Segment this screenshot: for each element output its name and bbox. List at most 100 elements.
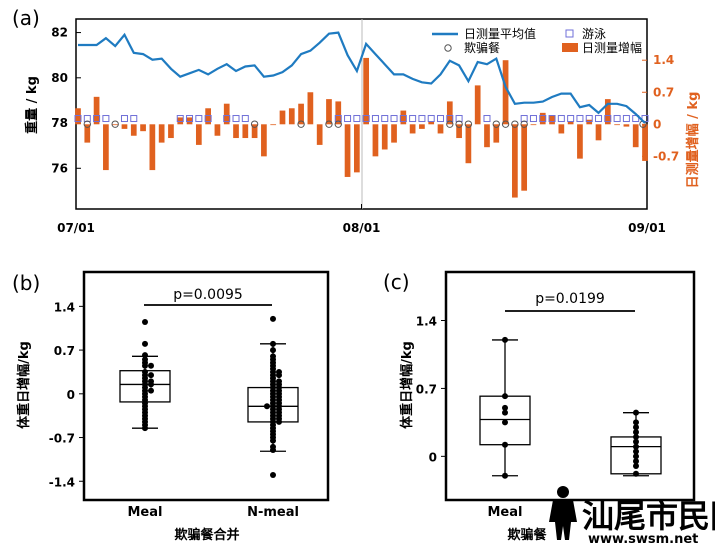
daily-change-bar: [103, 124, 109, 171]
daily-change-bar: [195, 124, 202, 145]
daily-change-bar: [326, 99, 332, 125]
daily-change-bar: [353, 124, 360, 173]
panel-a-y2label: 日测量增幅 / kg: [685, 92, 701, 189]
swim-marker: [418, 115, 426, 123]
panel-ytick-label: 0.7: [54, 344, 75, 358]
panel-c-label: (c): [383, 270, 410, 294]
daily-change-bar: [484, 124, 490, 148]
swim-marker: [130, 115, 138, 123]
data-point: [270, 447, 276, 454]
panel-a-ytick-label: 76: [51, 161, 68, 175]
watermark-brand: 汕尾市民网: [582, 497, 715, 535]
swim-marker: [74, 115, 82, 123]
legend-item-diff: 日测量增幅: [582, 40, 642, 55]
data-point: [633, 463, 639, 470]
swim-marker: [455, 115, 463, 123]
data-point: [633, 429, 639, 436]
daily-change-bar: [558, 124, 565, 134]
swim-marker: [241, 115, 249, 123]
legend-item-swim: 游泳: [582, 27, 606, 41]
daily-change-bar: [567, 122, 574, 125]
data-point: [502, 336, 508, 343]
swim-marker: [437, 115, 445, 123]
daily-change-bar: [400, 110, 407, 125]
daily-change-bar: [177, 117, 184, 125]
swim-marker: [529, 115, 537, 123]
panel-a-y2tick-label: 1.4: [653, 53, 674, 67]
panel-a-ylabel: 重量 / kg: [24, 76, 40, 134]
data-point: [633, 443, 639, 450]
watermark-figure-icon: [549, 486, 577, 540]
daily-change-bar: [391, 124, 397, 143]
panel-ytick-label: 1.4: [416, 315, 437, 329]
panel-c-category-meal: Meal: [488, 505, 523, 520]
swim-marker: [520, 115, 528, 123]
daily-change-bar: [279, 110, 286, 125]
daily-change-bar: [298, 103, 304, 125]
swim-marker: [120, 115, 128, 123]
swim-marker: [427, 115, 435, 123]
daily-change-bar: [456, 124, 462, 139]
data-point: [142, 318, 148, 325]
swim-marker: [186, 115, 194, 123]
swim-marker: [483, 115, 491, 123]
data-point: [633, 458, 639, 465]
swim-marker: [176, 115, 184, 123]
data-point: [142, 425, 148, 432]
daily-change-bar: [502, 60, 509, 125]
swim-marker: [567, 115, 575, 123]
cheat-meal-marker: [501, 120, 510, 128]
legend-item-cheat: 欺骗餐: [464, 40, 500, 55]
daily-change-bar: [93, 96, 100, 125]
panel-c-ylabel: 体重日增幅/kg: [399, 341, 415, 429]
legend-bar-swatch: [562, 43, 578, 52]
data-point: [502, 393, 508, 400]
panel-ytick-label: 0: [67, 388, 75, 402]
data-point: [633, 448, 639, 455]
data-point: [270, 347, 276, 354]
daily-change-bar: [84, 124, 91, 143]
swim-marker: [409, 115, 417, 123]
panel-b-ylabel: 体重日增幅/kg: [16, 341, 32, 429]
cheat-meal-marker: [334, 120, 342, 128]
cheat-meal-marker: [492, 120, 500, 128]
data-point: [502, 472, 508, 479]
data-point: [264, 403, 270, 410]
cheat-meal-marker: [325, 120, 333, 128]
daily-change-bar: [112, 124, 119, 126]
daily-change-bar: [121, 124, 128, 129]
panel-a-label: (a): [12, 6, 40, 30]
swim-marker: [446, 115, 454, 123]
daily-change-bar: [316, 124, 323, 145]
panel-b-category-nmeal: N-meal: [247, 505, 299, 520]
swim-marker: [539, 115, 547, 123]
daily-change-bar: [75, 108, 81, 125]
swim-marker: [102, 115, 110, 123]
daily-change-bar: [242, 124, 249, 139]
daily-change-bar: [428, 122, 435, 125]
daily-change-bar: [549, 115, 555, 125]
panel-ytick-label: -0.7: [49, 432, 75, 446]
data-point: [270, 340, 276, 347]
daily-change-bar: [604, 99, 611, 125]
panel-a: (a) 76 78 80 82 -0.7 0 0.7 1.4 07/01 08/01 09/01…: [12, 6, 701, 235]
cheat-meal-marker: [464, 120, 473, 128]
data-point: [502, 419, 508, 426]
swim-marker: [204, 115, 212, 123]
swim-marker: [195, 115, 203, 123]
data-point: [502, 441, 508, 448]
daily-change-bar: [419, 124, 425, 129]
panel-ytick-label: -1.4: [49, 475, 75, 489]
daily-change-bar: [372, 124, 379, 157]
swim-marker: [381, 115, 389, 123]
daily-change-bar: [642, 124, 648, 161]
daily-change-bar: [307, 92, 314, 125]
panel-b-frame: [82, 270, 330, 502]
daily-change-bar: [530, 124, 537, 126]
panel-b-category-meal: Meal: [128, 505, 163, 520]
swim-marker: [83, 115, 91, 123]
daily-change-bar: [214, 124, 221, 136]
swim-marker: [557, 115, 565, 123]
data-point: [502, 404, 508, 411]
